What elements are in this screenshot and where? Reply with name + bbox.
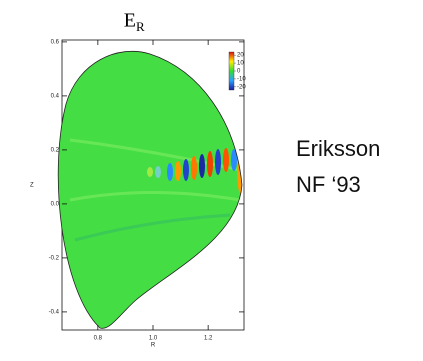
x-axis-label: R	[151, 343, 156, 349]
y-tick-label: -0.4	[49, 309, 60, 315]
y-tick-label: 0.4	[51, 93, 60, 99]
y-axis-label: Z	[30, 183, 34, 189]
field	[58, 51, 242, 329]
colorbar-tick-label: 20	[237, 53, 244, 59]
x-tick-label: 0.8	[94, 336, 103, 342]
colorbar-tick-label: -20	[237, 84, 246, 90]
y-tick-label: 0.2	[51, 147, 60, 153]
annotation: NF ‘93	[296, 172, 361, 197]
title-sub: R	[136, 19, 145, 34]
colorbar-tick-label: 10	[237, 61, 244, 67]
y-tick-label: -0.2	[49, 255, 60, 261]
x-tick-label: 1.0	[149, 336, 158, 342]
y-tick-label: 0.6	[51, 39, 60, 45]
x-tick-label: 1.2	[204, 336, 213, 342]
colorbar-tick-label: 0	[237, 69, 241, 75]
colorbar	[228, 51, 235, 91]
title-main: E	[124, 10, 136, 32]
annotation: Eriksson	[296, 136, 380, 161]
y-tick-label: 0.0	[51, 201, 60, 207]
colorbar-tick-label: -10	[237, 76, 246, 82]
